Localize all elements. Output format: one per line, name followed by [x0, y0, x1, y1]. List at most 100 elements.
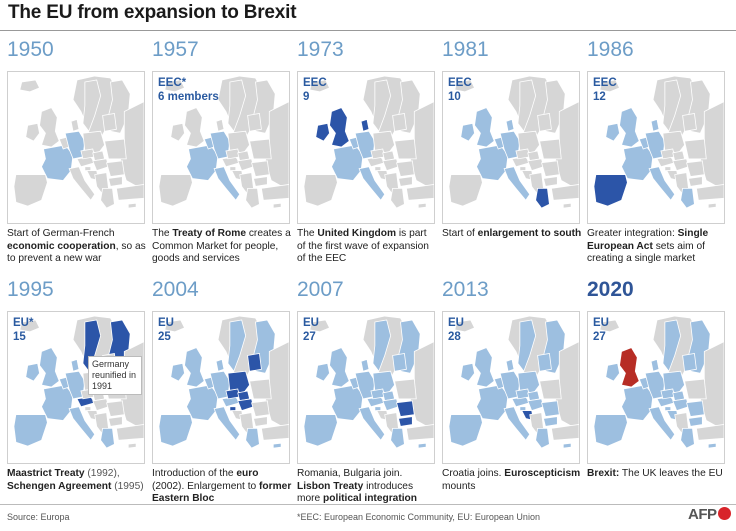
- country-romania: [251, 400, 270, 418]
- organization-name: EEC*: [158, 77, 187, 89]
- europe-map: EU 28: [442, 311, 580, 464]
- country-romania: [251, 160, 270, 178]
- country-hungary: [672, 398, 689, 412]
- country-baltics: [682, 353, 697, 372]
- caption-segment: euro: [236, 468, 259, 479]
- caption-segment: Greater integration:: [587, 228, 678, 239]
- country-slovenia: [519, 166, 527, 172]
- country-france: [476, 144, 509, 181]
- country-bulgaria: [253, 176, 268, 187]
- country-hungary: [237, 398, 254, 412]
- membership-label: EEC 12: [593, 76, 617, 104]
- country-italy: [503, 166, 531, 201]
- country-france: [41, 384, 74, 421]
- country-iberia: [303, 414, 338, 447]
- country-sweden: [82, 79, 102, 133]
- caption-segment: economic cooperation: [7, 240, 116, 252]
- europe-map-svg: [13, 75, 144, 209]
- country-ukraine: [104, 138, 127, 160]
- country-denmark: [505, 118, 515, 132]
- country-hungary: [672, 158, 689, 172]
- country-poland: [517, 130, 541, 154]
- country-turkey: [550, 184, 579, 201]
- country-france: [41, 144, 74, 181]
- country-hungary: [92, 398, 109, 412]
- country-ukraine: [684, 378, 707, 400]
- country-iberia: [13, 174, 48, 207]
- country-bulgaria: [688, 416, 703, 427]
- country-denmark: [215, 358, 225, 372]
- country-ireland: [25, 362, 40, 382]
- country-cyprus: [272, 202, 282, 209]
- panel-caption: Start of German-French economic cooperat…: [7, 228, 147, 266]
- caption-segment: former Eastern Bloc: [152, 480, 292, 505]
- country-uk: [329, 347, 350, 388]
- country-cyprus: [127, 442, 137, 449]
- country-greece: [680, 188, 695, 209]
- country-uk: [474, 347, 495, 388]
- country-denmark: [70, 118, 80, 132]
- country-denmark: [215, 118, 225, 132]
- panel-year: 2007: [297, 278, 344, 301]
- country-italy: [68, 406, 96, 441]
- member-count: 9: [303, 91, 310, 103]
- caption-segment: creates a Common Market for people, good…: [152, 228, 291, 265]
- panel-year: 2013: [442, 278, 489, 301]
- country-turkey: [115, 424, 144, 441]
- country-poland: [662, 370, 686, 394]
- country-poland: [82, 130, 106, 154]
- caption-segment: Maastrict Treaty: [7, 468, 85, 479]
- country-italy: [648, 406, 676, 441]
- europe-map: [7, 71, 145, 224]
- country-ireland: [170, 122, 185, 142]
- organization-name: EU: [303, 317, 319, 329]
- country-poland: [372, 370, 396, 394]
- panel-caption: The United Kingdom is part of the first …: [297, 228, 437, 266]
- country-uk: [474, 107, 495, 148]
- membership-label: EU* 15: [13, 316, 33, 344]
- europe-map-svg: [448, 315, 579, 449]
- panel-year: 1957: [152, 38, 199, 61]
- panel-caption: Maastrict Treaty (1992), Schengen Agreem…: [7, 468, 147, 493]
- country-iceland: [599, 319, 621, 333]
- organization-name: EEC: [593, 77, 617, 89]
- country-greece: [535, 428, 550, 449]
- afp-logo-dot: [717, 507, 731, 520]
- country-iberia: [158, 174, 193, 207]
- caption-segment: sets aim of creating a single market: [587, 240, 705, 265]
- europe-map: EU 27: [587, 311, 725, 464]
- panel-year: 1995: [7, 278, 54, 301]
- country-iceland: [309, 79, 331, 93]
- country-greece: [390, 188, 405, 209]
- caption-segment: (1995): [111, 480, 144, 492]
- europe-map: EEC* 6 members: [152, 71, 290, 224]
- country-ukraine: [539, 138, 562, 160]
- europe-map-svg: [593, 75, 724, 209]
- country-greece: [245, 188, 260, 209]
- country-france: [621, 384, 654, 421]
- country-baltics: [392, 113, 407, 132]
- country-sweden: [662, 319, 682, 373]
- membership-label: EU 27: [593, 316, 609, 344]
- country-iceland: [599, 79, 621, 93]
- country-italy: [213, 406, 241, 441]
- country-baltics: [392, 353, 407, 372]
- member-count: 27: [593, 331, 606, 343]
- country-poland: [227, 370, 251, 394]
- country-ukraine: [249, 378, 272, 400]
- caption-segment: (2002). Enlargement to: [152, 480, 260, 492]
- country-poland: [662, 130, 686, 154]
- country-romania: [106, 160, 125, 178]
- country-slovenia: [229, 406, 237, 412]
- country-romania: [541, 400, 560, 418]
- panel-caption: Romania, Bulgaria join. Lisbon Treaty in…: [297, 468, 437, 506]
- afp-logo: AFP: [688, 506, 731, 523]
- country-greece: [100, 188, 115, 209]
- country-hungary: [527, 398, 544, 412]
- country-france: [331, 384, 364, 421]
- country-denmark: [360, 118, 370, 132]
- country-bulgaria: [253, 416, 268, 427]
- membership-label: EEC 10: [448, 76, 472, 104]
- country-turkey: [115, 184, 144, 201]
- country-slovenia: [374, 406, 382, 412]
